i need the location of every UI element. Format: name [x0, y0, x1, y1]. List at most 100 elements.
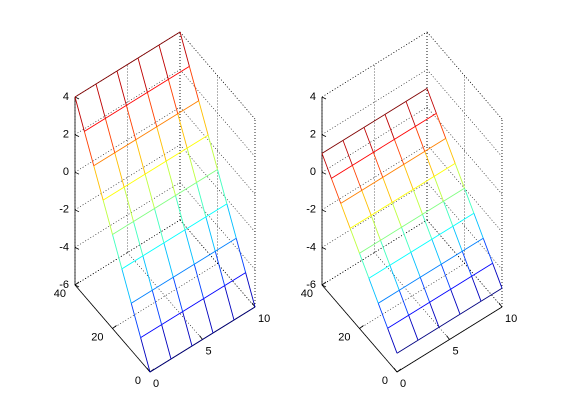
mesh-line [482, 238, 494, 264]
y-tick [359, 325, 364, 329]
mesh-line [349, 214, 372, 229]
grid-line [426, 182, 503, 270]
x-tick [498, 302, 503, 308]
mesh-line [161, 324, 172, 360]
mesh-line [370, 201, 393, 216]
z-tick [74, 284, 80, 288]
mesh-line [175, 182, 197, 196]
mesh-line [352, 151, 374, 166]
mesh-line [233, 306, 256, 321]
z-tick-label: 4 [63, 91, 69, 103]
grid-line [127, 252, 203, 340]
mesh-line [186, 134, 209, 149]
mesh-line [167, 79, 179, 114]
mesh-line [378, 289, 400, 304]
mesh-line [454, 163, 465, 189]
mesh-line [387, 328, 398, 354]
mesh-line [112, 221, 134, 235]
mesh-line [114, 152, 125, 188]
mesh-line [450, 275, 472, 290]
mesh-line [492, 263, 503, 289]
mesh-line [424, 137, 446, 152]
y-tick-label: 20 [338, 331, 350, 343]
z-tick-label: 2 [310, 129, 316, 141]
mesh-line [431, 239, 442, 265]
mesh-line [182, 311, 193, 347]
y-tick-label: 0 [382, 375, 388, 387]
mesh-line [372, 152, 384, 178]
mesh-line [410, 252, 421, 278]
mesh-line [330, 178, 342, 204]
mesh-line [471, 262, 493, 277]
mesh-line [205, 203, 228, 218]
y-tick-label: 20 [91, 331, 103, 343]
z-tick-label: 4 [310, 91, 316, 103]
mesh-line [102, 200, 113, 235]
mesh-line [217, 169, 228, 204]
mesh-line [429, 288, 451, 303]
mesh-line [184, 229, 195, 265]
mesh-line [147, 78, 169, 93]
mesh-line [459, 300, 482, 315]
z-tick-label: -4 [59, 241, 69, 253]
grid-line [74, 144, 181, 211]
mesh-line [396, 339, 419, 354]
mesh-line [391, 202, 402, 228]
mesh-line [191, 332, 214, 347]
x-tick [446, 335, 450, 340]
mesh-line [226, 203, 237, 239]
grid-line [74, 69, 181, 135]
mesh-line [179, 31, 190, 67]
mesh-line [361, 176, 383, 191]
mesh-line [403, 150, 425, 165]
mesh-line [389, 265, 400, 291]
y-tick-label: 40 [301, 288, 313, 300]
z-tick-label: -4 [306, 241, 316, 253]
mesh-line [393, 139, 405, 165]
grid-line [426, 219, 503, 308]
mesh-line [142, 255, 153, 291]
mesh-line [435, 113, 447, 139]
grid-line [321, 182, 428, 248]
mesh-line [133, 208, 155, 222]
mesh-line [401, 213, 423, 228]
mesh-line [351, 165, 363, 191]
mesh-line [412, 189, 423, 215]
grid-line [374, 252, 450, 340]
mesh-line [74, 83, 97, 98]
mesh-line [105, 104, 127, 119]
mesh-line [391, 188, 414, 203]
grid-line [359, 263, 465, 329]
mesh-line [414, 126, 426, 152]
mesh-line [193, 264, 205, 299]
mesh-line [359, 253, 370, 279]
y-tick-label: 40 [54, 288, 66, 300]
mesh-line [194, 250, 216, 265]
mesh-line [198, 100, 209, 136]
grid-line [179, 144, 256, 232]
mesh-line [359, 239, 381, 254]
mesh-line [452, 212, 475, 227]
mesh-line [422, 214, 433, 240]
mesh-line [152, 276, 174, 291]
mesh-line [410, 238, 433, 253]
z-tick [74, 171, 80, 175]
mesh-line [363, 114, 386, 128]
grid-line [321, 219, 428, 286]
z-tick [74, 96, 80, 100]
mesh-line [214, 251, 226, 286]
mesh-line [426, 88, 437, 114]
mesh-line [424, 151, 435, 177]
mesh-line [144, 174, 155, 209]
mesh-line [165, 147, 188, 162]
mesh-line [443, 201, 454, 227]
z-tick [321, 134, 327, 137]
mesh-line [389, 251, 412, 266]
mesh-line [363, 127, 374, 153]
mesh-line [188, 66, 200, 101]
mesh-line [380, 240, 391, 266]
x-tick-label: 10 [258, 313, 270, 325]
mesh-line [104, 118, 116, 153]
z-tick-label: -2 [306, 204, 316, 216]
